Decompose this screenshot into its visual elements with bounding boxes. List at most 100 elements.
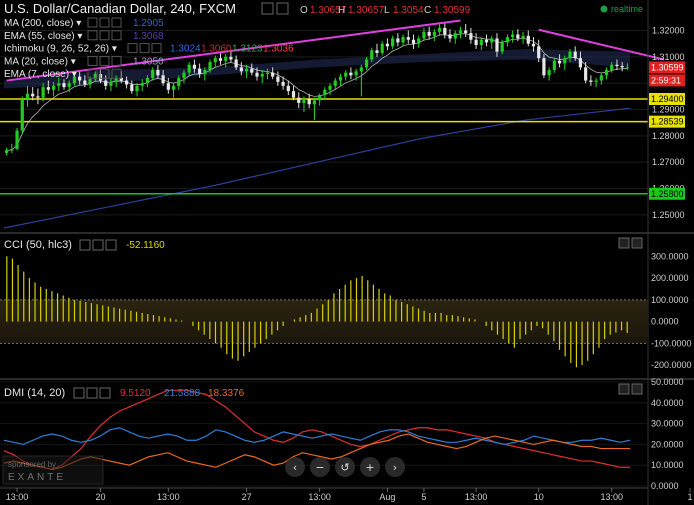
eye-icon[interactable] bbox=[73, 387, 85, 399]
candle-body bbox=[41, 87, 45, 98]
time-tick-label: 13:00 bbox=[465, 492, 488, 502]
eye-icon[interactable] bbox=[79, 239, 91, 251]
ohlc-l-label: L bbox=[384, 5, 390, 16]
indicator-name: EMA (55, close) ▾ bbox=[4, 31, 82, 42]
candle-body bbox=[302, 98, 306, 103]
cci-tick-label: -100.0000 bbox=[651, 338, 692, 348]
candle-body bbox=[109, 81, 113, 86]
indicator-name: MA (20, close) ▾ bbox=[4, 56, 76, 67]
price-tick-label: 1.25000 bbox=[652, 210, 685, 220]
scroll-left-button[interactable]: ‹ bbox=[285, 457, 305, 477]
candle-body bbox=[119, 77, 123, 81]
candle-body bbox=[83, 80, 87, 85]
scroll-right-button[interactable]: › bbox=[385, 457, 405, 477]
candle-body bbox=[521, 35, 525, 39]
eye-icon[interactable] bbox=[127, 43, 138, 54]
time-tick-label: 27 bbox=[242, 492, 252, 502]
settings-icon[interactable] bbox=[99, 68, 110, 79]
level-price-tag: 1.28539 bbox=[651, 117, 684, 127]
indicator-row[interactable]: Ichimoku (9, 26, 52, 26) ▾ 1.3024 1.3060 1.… bbox=[4, 43, 294, 55]
settings-icon[interactable] bbox=[99, 17, 110, 28]
settings-icon[interactable] bbox=[276, 2, 289, 15]
candle-body bbox=[417, 38, 421, 44]
close-icon[interactable] bbox=[105, 239, 117, 251]
close-icon[interactable] bbox=[111, 55, 122, 66]
time-axis[interactable]: 13:00 20 13:00 27 13:00 Aug 5 13:00 10 13:00 1 bbox=[6, 488, 693, 502]
candle-body bbox=[364, 59, 369, 68]
indicator-row[interactable]: MA (20, close) ▾ 1.3050 bbox=[4, 55, 164, 67]
reset-icon: ↺ bbox=[340, 461, 349, 474]
dmi-legend-value: 18.3376 bbox=[208, 388, 245, 399]
candle-body bbox=[255, 72, 259, 77]
candle-body bbox=[130, 84, 134, 92]
candle-body bbox=[20, 98, 24, 131]
eye-icon[interactable] bbox=[87, 30, 98, 41]
candle-body bbox=[104, 80, 108, 86]
price-tick-label: 1.27000 bbox=[652, 157, 685, 167]
trendline[interactable] bbox=[538, 28, 665, 61]
candle-body bbox=[469, 33, 473, 40]
trendline[interactable] bbox=[6, 19, 461, 82]
reset-button[interactable]: ↺ bbox=[335, 457, 355, 477]
candle-body bbox=[135, 85, 139, 92]
close-icon[interactable] bbox=[111, 17, 122, 28]
candle-body bbox=[46, 87, 50, 90]
plus-icon: + bbox=[365, 461, 374, 474]
settings-icon[interactable] bbox=[86, 387, 98, 399]
candle-body bbox=[166, 83, 170, 90]
dmi-header: DMI (14, 20) 9.5120 21.5888 18.3376 bbox=[4, 383, 643, 399]
horizontal-levels[interactable] bbox=[0, 98, 648, 195]
close-icon[interactable] bbox=[111, 68, 122, 79]
close-icon[interactable] bbox=[111, 30, 122, 41]
ichimoku-cloud bbox=[4, 48, 630, 89]
current-price-tag-bg bbox=[649, 61, 685, 74]
candle-body bbox=[531, 43, 536, 47]
candle-body bbox=[411, 39, 416, 44]
cloud-area bbox=[4, 48, 630, 89]
candle-body bbox=[380, 43, 384, 53]
trendlines[interactable] bbox=[6, 19, 665, 82]
indicator-row[interactable]: EMA (7, close) ▾ bbox=[4, 68, 122, 80]
indicator-row[interactable]: MA (200, close) ▾ 1.2905 bbox=[4, 17, 164, 29]
candle-body bbox=[291, 91, 296, 98]
candle-body bbox=[62, 83, 66, 88]
move-up-icon[interactable] bbox=[618, 237, 630, 249]
zoom-out-button[interactable]: − bbox=[310, 457, 330, 477]
time-tick-label: 20 bbox=[96, 492, 106, 502]
settings-icon[interactable] bbox=[139, 43, 150, 54]
candle-body bbox=[239, 67, 243, 72]
eye-icon[interactable] bbox=[87, 17, 98, 28]
indicator-value: 1.3060 bbox=[201, 44, 232, 55]
candle-body bbox=[286, 85, 290, 92]
indicator-value: 1.3050 bbox=[133, 56, 164, 67]
eye-icon[interactable] bbox=[87, 55, 98, 66]
move-down-icon[interactable] bbox=[631, 237, 643, 249]
candle-body bbox=[187, 64, 191, 73]
candle-body bbox=[344, 72, 348, 77]
price-tick-label: 1.28000 bbox=[652, 131, 685, 141]
candle-body bbox=[568, 51, 572, 59]
indicator-row[interactable]: EMA (55, close) ▾ 1.3068 bbox=[4, 30, 164, 42]
settings-icon[interactable] bbox=[99, 55, 110, 66]
move-down-icon[interactable] bbox=[631, 383, 643, 395]
eye-icon[interactable] bbox=[261, 2, 274, 15]
dmi-series-line bbox=[3, 427, 631, 446]
ohlc-h: 1.30657 bbox=[348, 5, 385, 16]
move-up-icon[interactable] bbox=[618, 383, 630, 395]
price-axis[interactable]: 1.250001.260001.270001.280001.290001.300… bbox=[649, 26, 685, 220]
zoom-in-button[interactable]: + bbox=[360, 457, 380, 477]
ohlc-readout: O 1.30657 H 1.30657 L 1.3054 C 1.30599 bbox=[300, 5, 471, 16]
candle-body bbox=[338, 76, 343, 81]
level-price-tag: 1.29400 bbox=[651, 94, 684, 104]
settings-icon[interactable] bbox=[92, 239, 104, 251]
eye-icon[interactable] bbox=[87, 68, 98, 79]
dmi-title: DMI (14, 20) bbox=[4, 387, 65, 399]
candle-body bbox=[505, 37, 510, 43]
cci-tick-label: 0.0000 bbox=[651, 317, 679, 327]
settings-icon[interactable] bbox=[99, 30, 110, 41]
close-icon[interactable] bbox=[151, 43, 162, 54]
cci-axis: -200.0000 -100.0000 0.0000 100.0000 200.0000… bbox=[651, 251, 692, 370]
close-icon[interactable] bbox=[99, 387, 111, 399]
time-tick-label: 13:00 bbox=[157, 492, 180, 502]
